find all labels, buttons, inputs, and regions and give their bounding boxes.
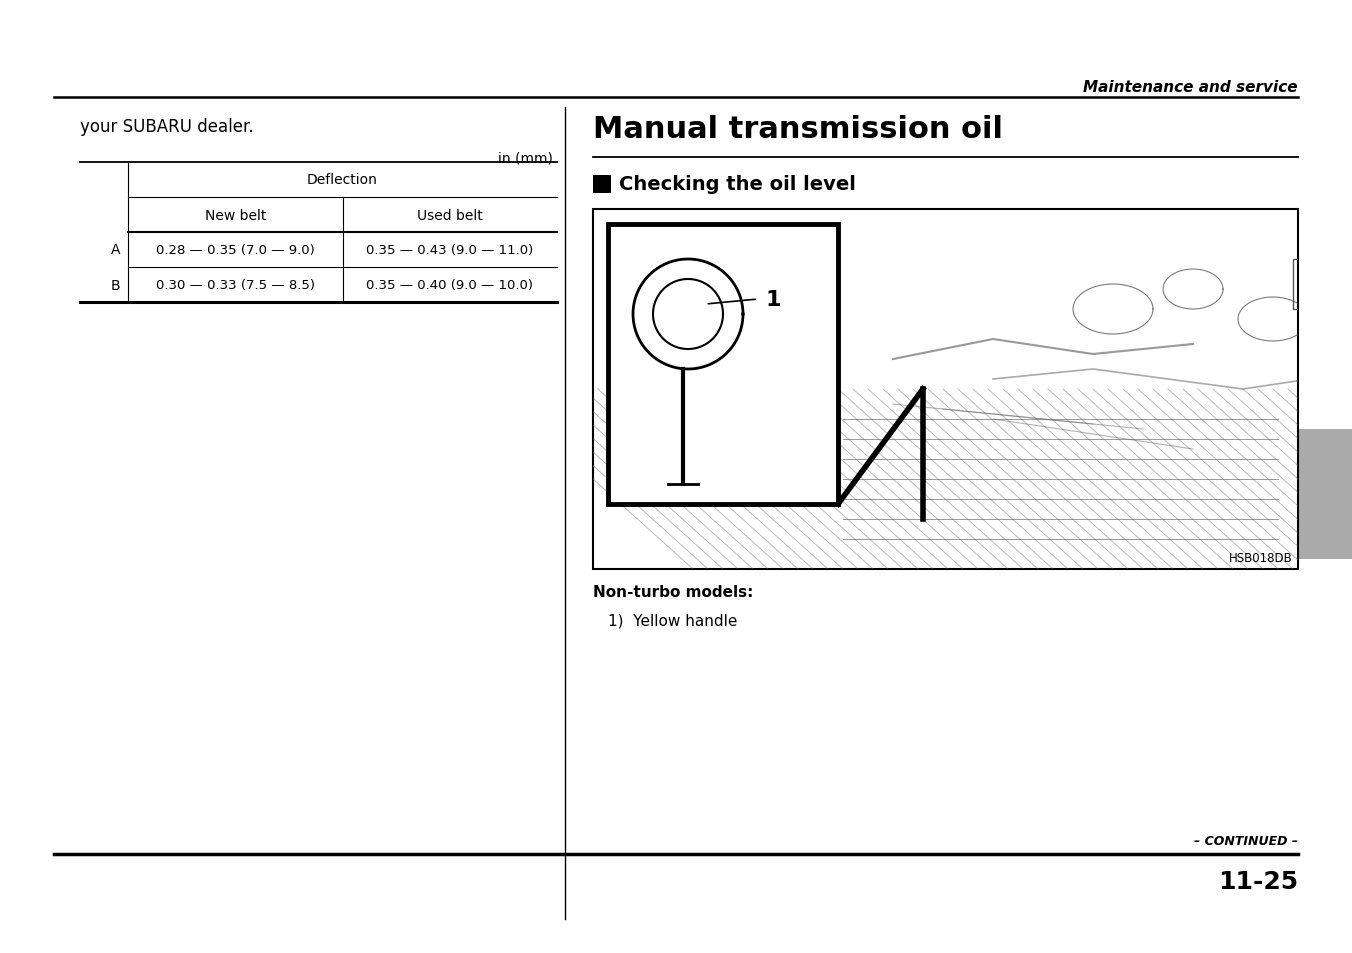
Text: Maintenance and service: Maintenance and service	[1083, 80, 1298, 95]
Bar	[1293, 260, 1352, 310]
Bar	[594, 210, 1298, 569]
Bar	[608, 225, 838, 504]
Text: Used belt: Used belt	[416, 209, 483, 222]
Text: B: B	[111, 278, 120, 293]
Text: 1: 1	[765, 290, 780, 310]
Text: HSB018DB: HSB018DB	[1229, 552, 1293, 564]
Text: A: A	[111, 243, 120, 257]
Text: Manual transmission oil: Manual transmission oil	[594, 115, 1003, 144]
Text: Checking the oil level: Checking the oil level	[619, 175, 856, 194]
Text: – CONTINUED –: – CONTINUED –	[1194, 834, 1298, 847]
Text: 0.35 — 0.43 (9.0 — 11.0): 0.35 — 0.43 (9.0 — 11.0)	[366, 244, 534, 256]
Bar	[594, 175, 611, 193]
Text: 0.30 — 0.33 (7.5 — 8.5): 0.30 — 0.33 (7.5 — 8.5)	[155, 278, 315, 292]
Text: your SUBARU dealer.: your SUBARU dealer.	[80, 118, 254, 136]
Text: Non-turbo models:: Non-turbo models:	[594, 584, 753, 599]
Text: 1)  Yellow handle: 1) Yellow handle	[608, 613, 737, 627]
Text: 0.28 — 0.35 (7.0 — 9.0): 0.28 — 0.35 (7.0 — 9.0)	[155, 244, 315, 256]
Text: New belt: New belt	[204, 209, 266, 222]
Text: 0.35 — 0.40 (9.0 — 10.0): 0.35 — 0.40 (9.0 — 10.0)	[366, 278, 533, 292]
Text: 11-25: 11-25	[1218, 869, 1298, 893]
Bar	[1298, 430, 1352, 559]
Text: Deflection: Deflection	[307, 173, 379, 188]
Text: in (mm): in (mm)	[498, 152, 553, 166]
